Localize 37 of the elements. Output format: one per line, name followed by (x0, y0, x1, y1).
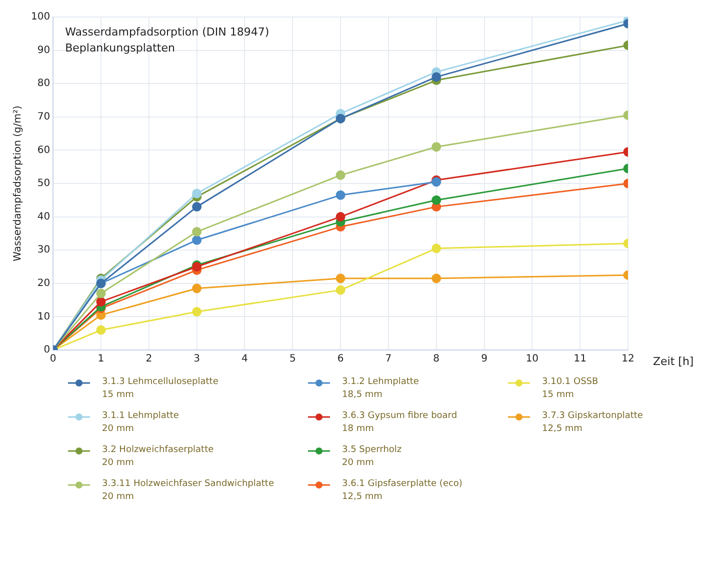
y-tick-label: 90 (37, 44, 50, 56)
y-tick-label: 100 (30, 12, 50, 23)
y-tick-label: 10 (37, 311, 50, 322)
x-tick-label: 3 (194, 354, 200, 365)
y-axis-title: Wasserdampfadsorption (g/m²) (12, 105, 24, 262)
x-axis-title: Zeit [h] (653, 354, 694, 368)
x-tick-label: 5 (289, 354, 296, 365)
y-tick-label: 70 (37, 111, 50, 122)
legend-label: 3.1.2 Lehmplatte 18,5 mm (342, 376, 419, 402)
x-tick-label: 6 (337, 354, 344, 365)
legend-label: 3.2 Holzweichfaserplatte 20 mm (102, 444, 214, 470)
y-tick-label: 50 (37, 178, 50, 190)
legend-label: 3.1.1 Lehmplatte 20 mm (102, 410, 179, 436)
y-tick-label: 40 (37, 211, 50, 222)
legend-label: 3.3.11 Holzweichfaser Sandwichplatte 20 mm (102, 478, 274, 504)
x-tick-label: 1 (98, 354, 104, 365)
y-tick-label: 20 (37, 278, 50, 289)
x-tick-label: 4 (242, 354, 248, 365)
x-tick-label: 12 (622, 354, 634, 365)
x-tick-label: 2 (146, 354, 152, 365)
text: Wasserdampfadsorption (DIN 18947) (65, 25, 270, 38)
legend-label: 3.1.3 Lehmcelluloseplatte 15 mm (102, 376, 218, 402)
x-tick-label: 8 (433, 354, 440, 365)
x-tick-label: 7 (385, 354, 392, 365)
y-tick-label: 60 (37, 144, 50, 156)
x-tick-label: 10 (526, 354, 539, 365)
y-tick-label: 0 (44, 344, 50, 356)
x-tick-label: 11 (574, 354, 586, 365)
legend-label: 3.5 Sperrholz 20 mm (342, 444, 402, 470)
x-tick-label: 9 (481, 354, 488, 365)
legend-label: 3.6.3 Gypsum fibre board 18 mm (342, 410, 458, 436)
legend-label: 3.6.1 Gipsfaserplatte (eco) 12,5 mm (342, 478, 462, 504)
y-tick-label: 30 (37, 244, 50, 256)
legend-label: 3.10.1 OSSB 15 mm (542, 376, 598, 402)
text: Beplankungsplatten (65, 41, 176, 54)
legend-label: 3.7.3 Gipskartonplatte 12,5 mm (542, 410, 643, 436)
y-tick-label: 80 (37, 78, 50, 90)
